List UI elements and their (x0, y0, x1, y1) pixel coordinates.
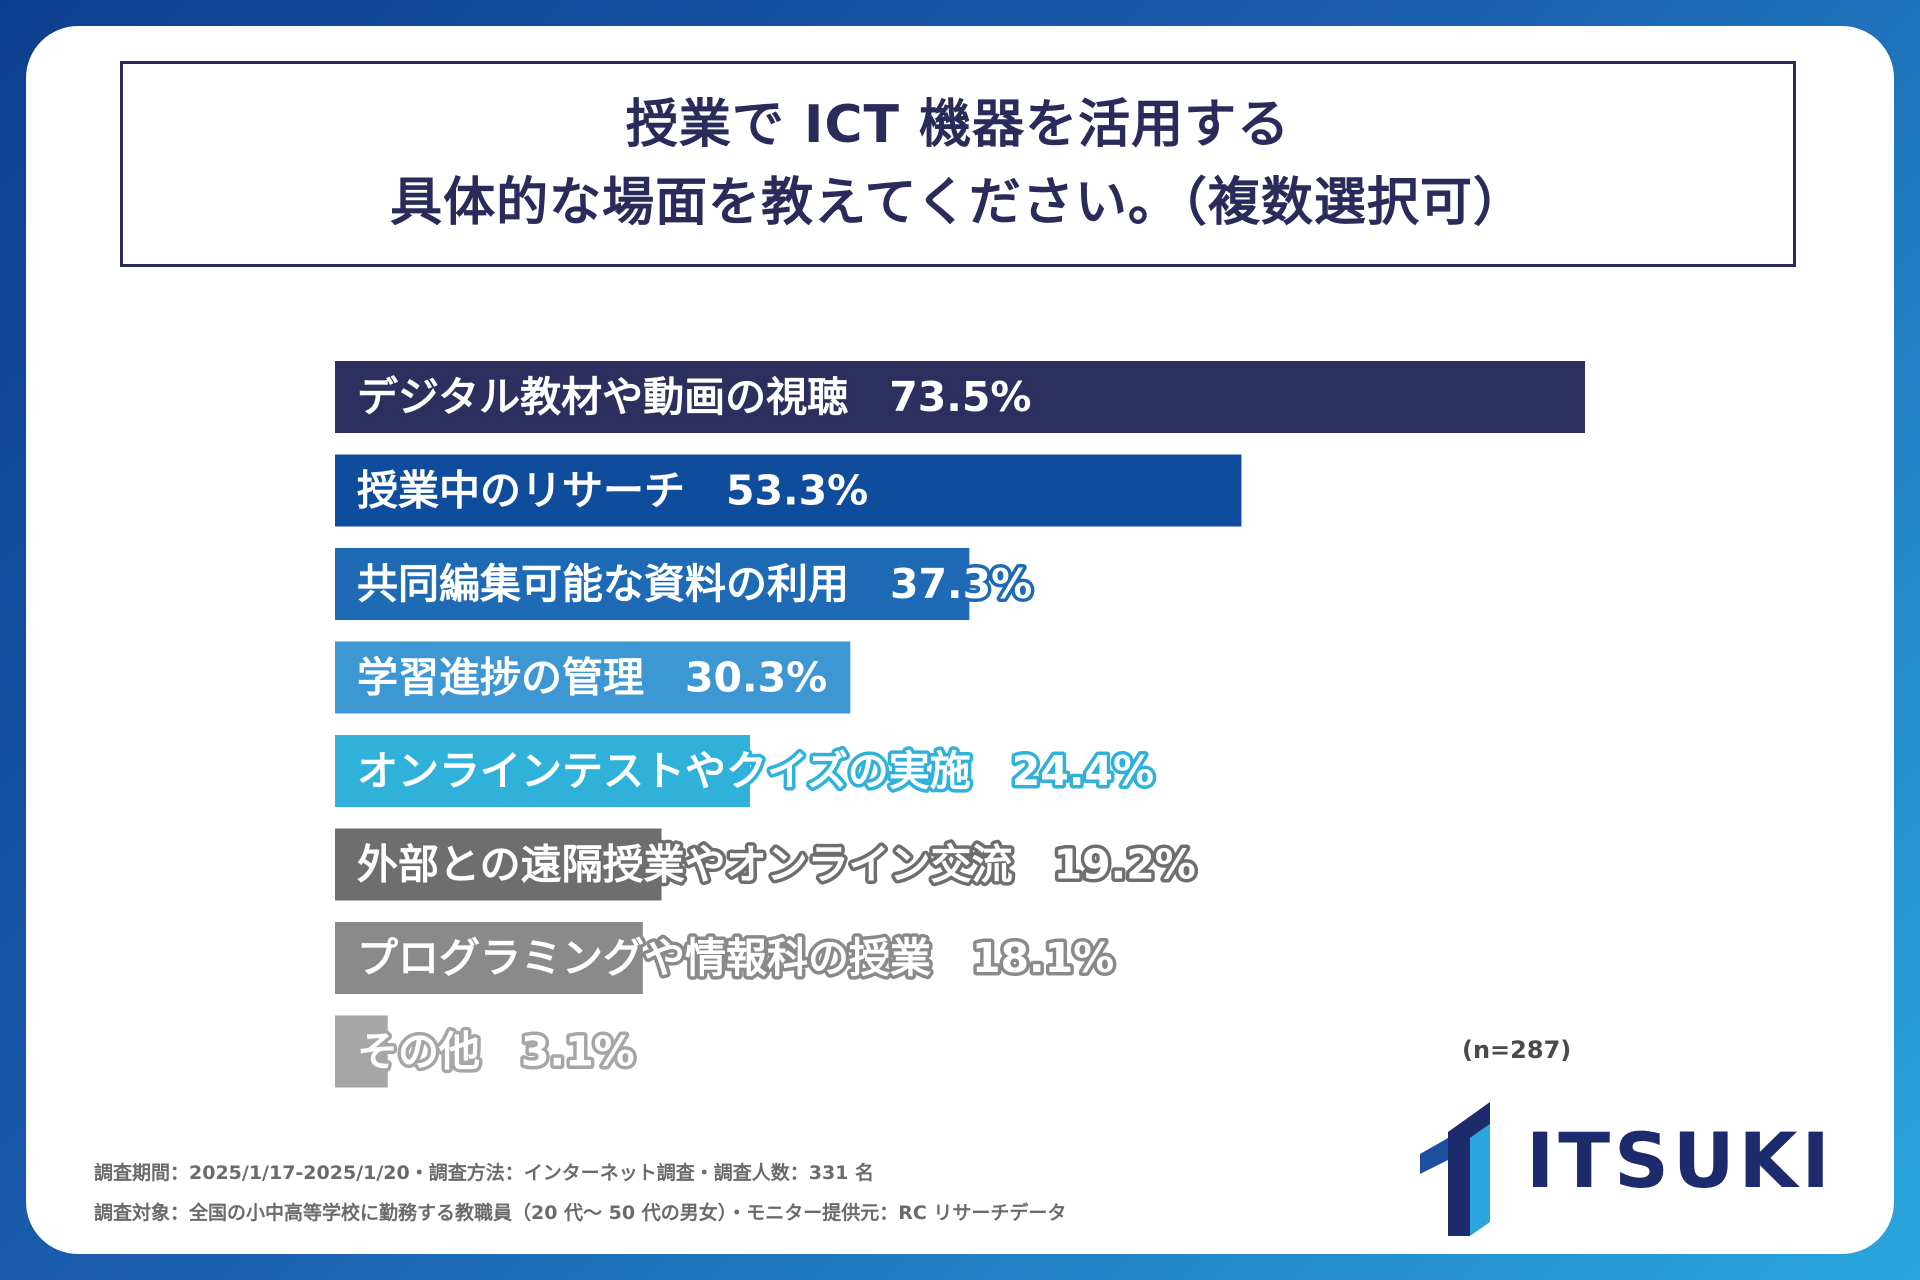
logo-mark-icon (1420, 1102, 1490, 1236)
bar-5 (335, 735, 750, 807)
bar-2 (335, 454, 1242, 527)
bar-label-6: 外部との遠隔授業やオンライン交流 19.2% (357, 841, 1196, 889)
bar-label-3: 共同編集可能な資料の利用 37.3% (357, 560, 1032, 608)
bar-label-2: 授業中のリサーチ 53.3% (357, 467, 868, 515)
sample-size-label: (n=287) (1462, 1036, 1572, 1064)
footnote-survey-target: 調査対象：全国の小中高等学校に勤務する教職員（20 代〜 50 代の男女）・モニ… (94, 1202, 1067, 1224)
bar-label-4: 学習進捗の管理 30.3% (357, 654, 827, 702)
title-line-2: 具体的な場面を教えてください。（複数選択可） (390, 173, 1526, 233)
bar-label-7: プログラミングや情報科の授業 18.1% (357, 934, 1114, 982)
itsuki-logo: ITSUKI (1418, 1094, 1830, 1244)
title-box: 授業で ICT 機器を活用する 具体的な場面を教えてください。（複数選択可） (120, 61, 1796, 267)
value-label-6: 19.2% (1054, 841, 1196, 889)
bar-4 (335, 641, 851, 714)
bar-6 (335, 828, 662, 901)
value-label-3: 37.3% (890, 560, 1032, 608)
value-label-5: 24.4% (1012, 747, 1154, 795)
bar-3 (335, 548, 970, 620)
value-label-4: 30.3% (685, 654, 827, 702)
bar-7 (335, 922, 643, 994)
bar-label-8: その他 3.1% (357, 1028, 635, 1076)
logo-text: ITSUKI (1526, 1116, 1834, 1205)
value-label-8: 3.1% (521, 1028, 635, 1076)
title-line-1: 授業で ICT 機器を活用する (625, 95, 1291, 155)
bar-label-1: デジタル教材や動画の視聴 73.5% (357, 373, 1031, 421)
bar-8 (335, 1015, 388, 1088)
bar-1 (335, 361, 1585, 433)
value-label-2: 53.3% (726, 467, 868, 515)
value-label-7: 18.1% (972, 934, 1114, 982)
value-label-1: 73.5% (889, 373, 1031, 421)
footnote-survey-period: 調査期間：2025/1/17-2025/1/20・調査方法：インターネット調査・… (94, 1162, 875, 1184)
bar-label-5: オンラインテストやクイズの実施 24.4% (357, 747, 1154, 795)
